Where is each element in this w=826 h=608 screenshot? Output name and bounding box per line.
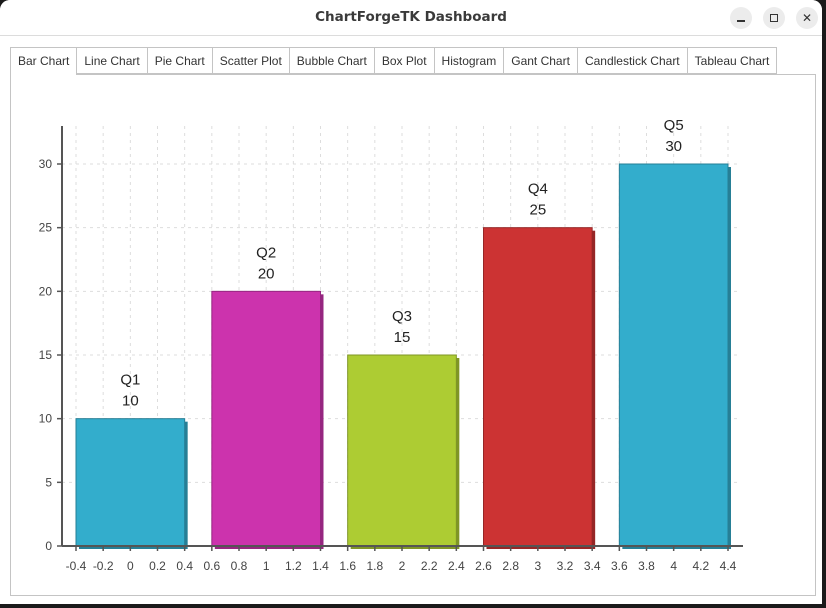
x-tick-label: 3.2 — [557, 559, 574, 573]
x-tick-label: 4.4 — [720, 559, 737, 573]
x-tick-label: 0 — [127, 559, 134, 573]
x-tick-label: -0.2 — [93, 559, 114, 573]
axes: 0 5 10 15 20 25 30 -0.4 -0.2 0 0.2 0.4 0.6 0.8 1 1.2 1.4… — [39, 126, 743, 573]
bar-q3[interactable] — [347, 354, 457, 547]
x-tick-label: 0.2 — [149, 559, 166, 573]
x-tick-label: 0.6 — [203, 559, 220, 573]
bar-category-label: Q3 — [392, 308, 412, 325]
x-tick-label: 1.2 — [285, 559, 302, 573]
x-tick-label: 1.4 — [312, 559, 329, 573]
tab-scatter-plot[interactable]: Scatter Plot — [212, 47, 290, 74]
bars — [75, 163, 731, 549]
close-button[interactable]: ✕ — [796, 7, 818, 29]
tab-bar-chart[interactable]: Bar Chart — [10, 47, 78, 75]
tab-box-plot[interactable]: Box Plot — [374, 47, 435, 74]
x-tick-label: 0.8 — [231, 559, 248, 573]
bar-value-label: 10 — [122, 393, 139, 410]
bar-value-label: 15 — [394, 329, 411, 346]
tab-tableau-chart[interactable]: Tableau Chart — [687, 47, 778, 74]
data-labels: Q1 10 Q2 20 Q3 15 Q4 25 Q5 30 — [120, 117, 683, 410]
tab-candlestick-chart[interactable]: Candlestick Chart — [577, 47, 688, 74]
x-tick-label: 2.2 — [421, 559, 438, 573]
chart-panel: 0 5 10 15 20 25 30 -0.4 -0.2 0 0.2 0.4 0.6 0.8 1 1.2 1.4… — [10, 74, 816, 596]
close-icon: ✕ — [801, 11, 813, 25]
x-tick-label: 3 — [534, 559, 541, 573]
bar-category-label: Q2 — [256, 244, 276, 261]
x-tick-label: 4.2 — [692, 559, 709, 573]
y-tick-label: 30 — [39, 157, 53, 171]
x-tick-label: 1 — [263, 559, 270, 573]
minimize-icon — [737, 20, 745, 22]
bar-value-label: 20 — [258, 265, 275, 282]
maximize-icon — [770, 14, 778, 22]
minimize-button[interactable] — [730, 7, 752, 29]
maximize-button[interactable] — [763, 7, 785, 29]
y-tick-label: 20 — [39, 284, 53, 298]
x-tick-label: -0.4 — [66, 559, 87, 573]
x-tick-label: 1.8 — [366, 559, 383, 573]
bar-category-label: Q5 — [664, 117, 684, 134]
bar-value-label: 25 — [529, 202, 546, 219]
bar-q2[interactable] — [211, 290, 321, 547]
x-tick-label: 3.4 — [584, 559, 601, 573]
bar-chart: 0 5 10 15 20 25 30 -0.4 -0.2 0 0.2 0.4 0.6 0.8 1 1.2 1.4… — [39, 117, 743, 573]
bar-q5[interactable] — [618, 163, 729, 547]
x-tick-label: 2 — [399, 559, 406, 573]
y-tick-label: 25 — [39, 221, 53, 235]
y-tick-label: 15 — [39, 348, 53, 362]
chart-tabs: Bar Chart Line Chart Pie Chart Scatter Plot… — [10, 47, 778, 75]
tab-line-chart[interactable]: Line Chart — [77, 47, 148, 74]
x-tick-label: 1.6 — [339, 559, 356, 573]
y-tick-label: 10 — [39, 412, 53, 426]
title-bar[interactable]: ChartForgeTK Dashboard ✕ — [0, 0, 822, 36]
tab-gant-chart[interactable]: Gant Chart — [504, 47, 578, 74]
bar-category-label: Q4 — [528, 181, 548, 198]
bar-value-label: 30 — [665, 138, 682, 155]
bar-q4[interactable] — [483, 227, 593, 547]
tab-pie-chart[interactable]: Pie Chart — [147, 47, 213, 74]
tab-bubble-chart[interactable]: Bubble Chart — [289, 47, 375, 74]
x-tick-label: 2.8 — [502, 559, 519, 573]
x-tick-label: 4 — [670, 559, 677, 573]
window-title: ChartForgeTK Dashboard — [315, 9, 507, 25]
bar-category-label: Q1 — [120, 372, 140, 389]
y-tick-label: 5 — [45, 475, 52, 489]
bar-q1[interactable] — [75, 418, 186, 547]
x-tick-label: 3.8 — [638, 559, 655, 573]
x-tick-label: 2.4 — [448, 559, 465, 573]
y-tick-label: 0 — [45, 539, 52, 553]
x-tick-label: 2.6 — [475, 559, 492, 573]
tab-histogram[interactable]: Histogram — [434, 47, 505, 74]
x-tick-label: 0.4 — [176, 559, 193, 573]
x-tick-label: 3.6 — [611, 559, 628, 573]
